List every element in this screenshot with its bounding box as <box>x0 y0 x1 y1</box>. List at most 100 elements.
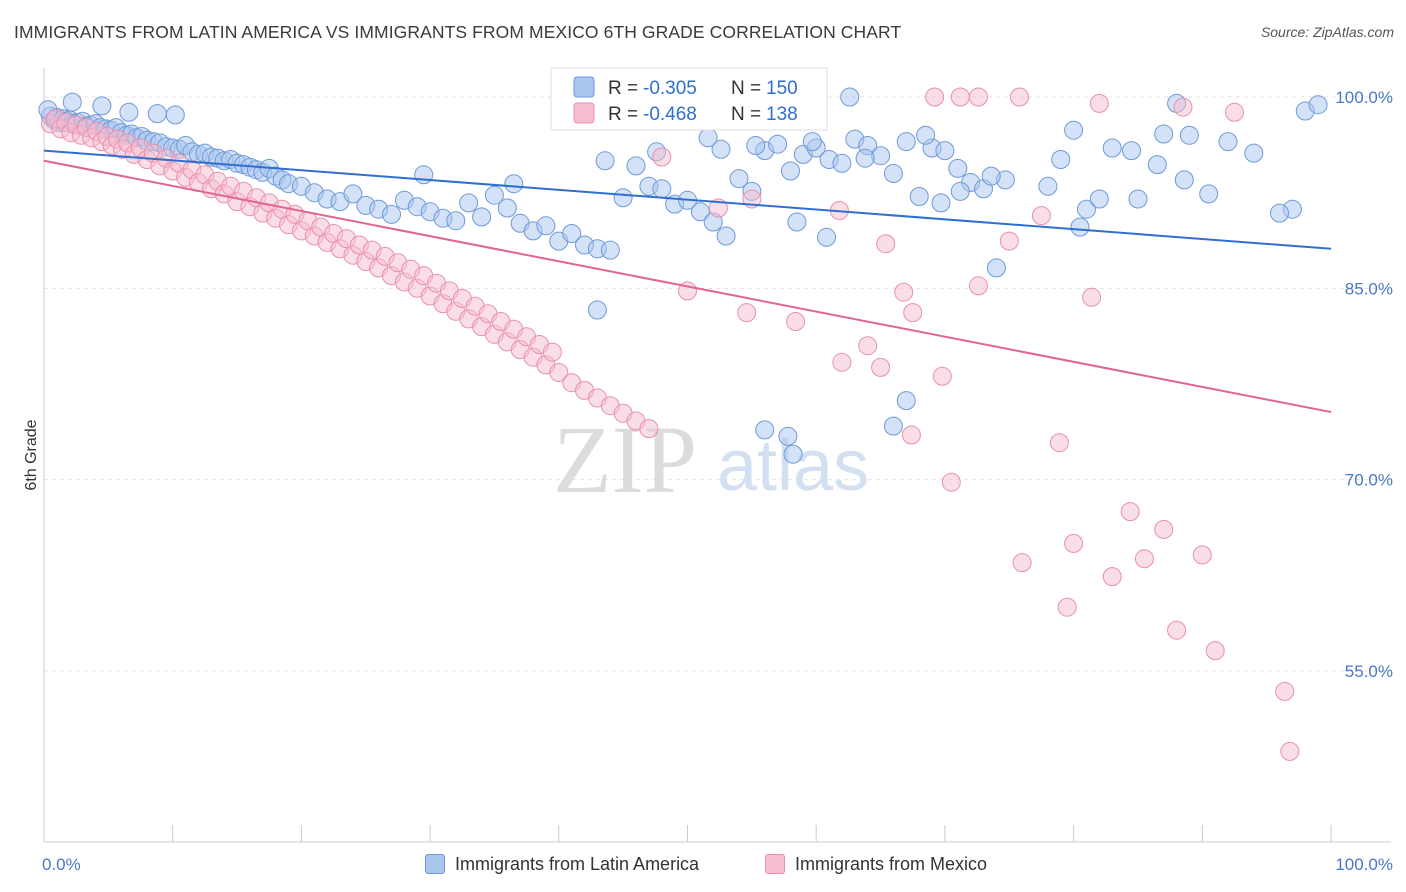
point-mexico <box>1064 533 1084 553</box>
point-latin-america <box>778 426 798 446</box>
point-mexico <box>786 312 806 331</box>
stats-legend-r-value: -0.305 <box>643 78 697 99</box>
point-latin-america <box>504 174 524 194</box>
point-mexico <box>832 352 852 372</box>
stats-legend-r-label: R = <box>608 78 638 99</box>
point-latin-america <box>840 87 860 107</box>
point-latin-america <box>817 227 836 247</box>
y-axis-title: 6th Grade <box>23 419 40 490</box>
point-mexico <box>932 366 952 386</box>
point-latin-america <box>595 151 615 171</box>
point-mexico <box>999 231 1019 251</box>
stats-legend-r-label: R = <box>608 104 638 125</box>
point-latin-america <box>909 187 929 206</box>
point-latin-america <box>497 198 517 218</box>
point-latin-america <box>1154 124 1174 144</box>
point-latin-america <box>652 179 672 199</box>
stats-legend-n-label: N = <box>731 78 761 99</box>
point-mexico <box>1031 206 1051 226</box>
point-latin-america <box>931 193 951 213</box>
point-mexico <box>1167 620 1187 640</box>
point-latin-america <box>981 166 1001 186</box>
point-latin-america <box>1102 138 1122 158</box>
stats-legend: R = -0.305 N = 150 R = -0.468 N = 138 <box>550 67 828 131</box>
point-latin-america <box>755 420 775 440</box>
x-tick-labels: 0.0% 100.0% <box>42 855 1393 874</box>
point-mexico <box>1173 97 1193 117</box>
point-mexico <box>858 336 878 356</box>
point-latin-america <box>613 188 633 208</box>
point-latin-america <box>802 132 822 152</box>
point-latin-america <box>1051 150 1071 169</box>
point-mexico <box>925 87 945 107</box>
legend-label-latin-america: Immigrants from Latin America <box>455 853 700 874</box>
trend-line-latin-america <box>43 149 1332 250</box>
x-tick-label: 100.0% <box>1335 855 1393 874</box>
point-latin-america <box>783 444 803 464</box>
point-latin-america <box>343 184 363 204</box>
point-latin-america <box>459 193 479 213</box>
stats-legend-swatch-mexico <box>573 102 595 124</box>
point-latin-america <box>62 92 82 112</box>
point-mexico <box>1057 597 1077 617</box>
point-mexico <box>941 472 961 492</box>
point-latin-america <box>883 416 903 436</box>
point-mexico <box>737 303 757 323</box>
point-latin-america <box>562 224 582 243</box>
y-tick-label: 100.0% <box>1335 88 1393 107</box>
point-latin-america <box>536 216 556 236</box>
point-latin-america <box>916 125 936 145</box>
axes <box>43 68 1391 843</box>
point-mexico <box>901 425 921 445</box>
point-latin-america <box>446 211 466 231</box>
point-mexico <box>968 276 988 296</box>
legend-item-mexico: Immigrants from Mexico <box>765 850 987 878</box>
point-mexico <box>968 87 988 107</box>
point-mexico <box>708 198 728 218</box>
point-latin-america <box>935 141 955 161</box>
y-tick-labels: 100.0% 85.0% 70.0% 55.0% <box>1335 88 1393 681</box>
point-mexico <box>950 87 970 107</box>
point-latin-america <box>472 207 492 227</box>
point-mexico <box>1134 549 1154 569</box>
point-latin-america <box>1128 189 1148 209</box>
point-latin-america <box>729 169 749 189</box>
point-mexico <box>876 234 896 254</box>
point-latin-america <box>600 240 620 260</box>
point-mexico <box>1082 287 1102 307</box>
point-latin-america <box>1308 95 1328 115</box>
point-latin-america <box>855 148 875 168</box>
point-latin-america <box>711 139 731 159</box>
point-latin-america <box>1174 170 1194 190</box>
stats-legend-n-value: 138 <box>766 104 798 125</box>
point-mexico <box>542 342 562 362</box>
series-mexico-points <box>40 87 1300 761</box>
point-mexico <box>1280 741 1300 761</box>
point-latin-america <box>781 161 800 181</box>
point-latin-america <box>1077 199 1096 219</box>
point-latin-america <box>382 204 401 224</box>
point-latin-america <box>165 105 185 125</box>
point-mexico <box>871 357 891 377</box>
stats-legend-n-label: N = <box>731 104 761 125</box>
point-latin-america <box>883 164 903 183</box>
point-latin-america <box>626 156 646 176</box>
point-latin-america <box>1147 155 1167 175</box>
point-latin-america <box>896 391 916 411</box>
point-mexico <box>903 303 923 323</box>
point-latin-america <box>832 153 852 173</box>
stats-legend-box <box>550 67 828 131</box>
point-latin-america <box>986 258 1006 278</box>
point-latin-america <box>587 300 607 320</box>
legend-swatch-mexico <box>765 854 785 874</box>
point-latin-america <box>948 158 968 178</box>
legend-label-mexico: Immigrants from Mexico <box>795 853 988 874</box>
point-mexico <box>1154 519 1174 539</box>
point-mexico <box>639 419 659 439</box>
point-mexico <box>652 147 672 167</box>
point-mexico <box>1012 553 1032 573</box>
point-mexico <box>1120 502 1140 522</box>
point-latin-america <box>1122 141 1141 161</box>
point-latin-america <box>1089 189 1109 209</box>
